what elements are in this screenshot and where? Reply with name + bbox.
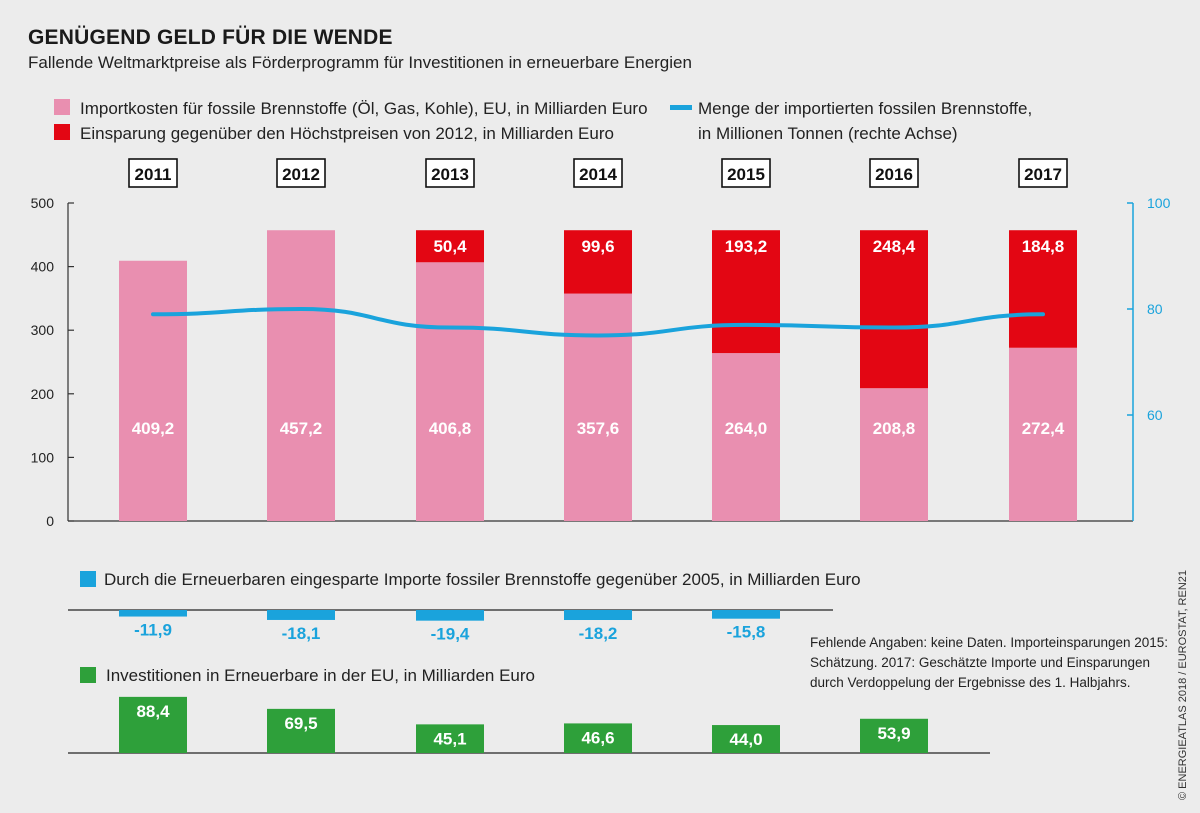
- bar-investments-label: 46,6: [581, 728, 614, 747]
- bar-renewables-savings: [564, 610, 632, 621]
- year-label: 2011: [135, 165, 172, 184]
- bar-investments-label: 53,9: [877, 724, 910, 743]
- year-label: 2013: [431, 165, 469, 184]
- year-label: 2012: [282, 165, 320, 184]
- bar-investments: [712, 725, 780, 753]
- chart-subtitle: Fallende Weltmarktpreise als Förderprogr…: [28, 53, 692, 72]
- bar-savings: [1009, 230, 1077, 348]
- year-label: 2016: [875, 165, 913, 184]
- bar-renewables-savings-label: -18,2: [579, 624, 618, 643]
- bar-import-costs: [416, 262, 484, 521]
- bar-import-costs-label: 406,8: [429, 419, 472, 438]
- left-axis-tick-label: 100: [31, 449, 55, 465]
- year-label-box: [276, 158, 326, 188]
- bar-investments-label: 88,4: [136, 702, 170, 721]
- bar-import-costs: [1009, 347, 1077, 521]
- year-label-box: [1018, 158, 1068, 188]
- left-axis-tick-label: 500: [31, 195, 55, 211]
- bar-investments: [860, 718, 928, 753]
- bar-renewables-savings: [119, 610, 187, 617]
- bar-savings: [564, 230, 632, 294]
- bar-renewables-savings-label: -18,1: [282, 624, 321, 643]
- legend-swatch-renewables-savings: [80, 571, 96, 587]
- bar-import-costs: [712, 353, 780, 521]
- bar-investments: [119, 696, 187, 753]
- left-axis-tick-label: 0: [46, 513, 54, 529]
- bar-renewables-savings-label: -15,8: [727, 623, 766, 642]
- note-line-1: Fehlende Angaben: keine Daten. Importein…: [810, 635, 1168, 650]
- bar-savings-label: 184,8: [1022, 237, 1065, 256]
- right-axis-tick-label: 60: [1147, 407, 1163, 423]
- bar-renewables-savings: [712, 610, 780, 619]
- legend-label-renewables-savings: Durch die Erneuerbaren eingesparte Impor…: [104, 570, 861, 589]
- bar-investments: [416, 724, 484, 753]
- bar-investments-label: 45,1: [433, 729, 466, 748]
- bar-renewables-savings-label: -19,4: [431, 625, 470, 644]
- bar-investments-label: 44,0: [729, 730, 762, 749]
- year-label-box: [869, 158, 919, 188]
- bar-import-costs: [564, 293, 632, 521]
- year-label-box: [425, 158, 475, 188]
- bar-import-costs-label: 272,4: [1022, 419, 1065, 438]
- bar-import-costs-label: 208,8: [873, 419, 916, 438]
- bar-import-costs-label: 409,2: [132, 419, 175, 438]
- legend-swatch-savings: [54, 124, 70, 140]
- year-label: 2014: [579, 165, 617, 184]
- bar-import-costs-label: 357,6: [577, 419, 620, 438]
- right-axis-tick-label: 100: [1147, 195, 1171, 211]
- legend-swatch-investments: [80, 667, 96, 683]
- bar-renewables-savings-label: -11,9: [134, 621, 172, 640]
- bar-savings-label: 99,6: [581, 237, 614, 256]
- bar-import-costs-label: 264,0: [725, 419, 768, 438]
- legend-label-quantity-1: Menge der importierten fossilen Brennsto…: [698, 99, 1032, 118]
- year-label-box: [128, 158, 178, 188]
- year-label-box: [721, 158, 771, 188]
- bar-savings: [416, 230, 484, 263]
- investments-plot: 88,4 69,5 45,1 46,6 44,0 53,9: [68, 696, 990, 754]
- bar-savings-label: 248,4: [873, 237, 916, 256]
- main-plot: 0 100 200 300 400 500 60 80 100 2011 409,2 2012 457,…: [31, 158, 1171, 529]
- bar-import-costs: [860, 388, 928, 521]
- year-label: 2017: [1024, 165, 1062, 184]
- year-label: 2015: [727, 165, 765, 184]
- legend-swatch-quantity: [670, 105, 692, 110]
- bar-import-costs-label: 457,2: [280, 419, 323, 438]
- bar-renewables-savings: [267, 610, 335, 620]
- left-axis-tick-label: 300: [31, 322, 55, 338]
- legend-label-import-costs: Importkosten für fossile Brennstoffe (Öl…: [80, 99, 648, 118]
- bar-investments-label: 69,5: [284, 714, 317, 733]
- chart-title: GENÜGEND GELD FÜR DIE WENDE: [28, 26, 393, 49]
- bar-import-costs: [267, 230, 335, 521]
- legend-swatch-import-costs: [54, 99, 70, 115]
- bar-savings-label: 50,4: [433, 237, 467, 256]
- bar-investments: [564, 723, 632, 753]
- legend-label-investments: Investitionen in Erneuerbare in der EU, …: [106, 666, 535, 685]
- bar-savings: [860, 230, 928, 389]
- note-line-2: Schätzung. 2017: Geschätzte Importe und …: [810, 655, 1150, 670]
- bar-savings: [712, 230, 780, 354]
- source-credit: © ENERGIEATLAS 2018 / EUROSTAT, REN21: [1177, 570, 1189, 800]
- bar-savings-label: 193,2: [725, 237, 768, 256]
- legend-label-savings: Einsparung gegenüber den Höchstpreisen v…: [80, 124, 614, 143]
- right-axis-tick-label: 80: [1147, 301, 1163, 317]
- left-axis-tick-label: 200: [31, 386, 55, 402]
- year-label-box: [573, 158, 623, 188]
- note-line-3: durch Verdoppelung der Ergebnisse des 1.…: [810, 675, 1130, 690]
- bar-investments: [267, 708, 335, 753]
- left-axis-tick-label: 400: [31, 259, 55, 275]
- renewables-savings-plot: -11,9 -18,1 -19,4 -18,2 -15,8: [68, 609, 833, 644]
- legend-label-quantity-2: in Millionen Tonnen (rechte Achse): [698, 124, 958, 143]
- bar-renewables-savings: [416, 610, 484, 621]
- bar-import-costs: [119, 260, 187, 521]
